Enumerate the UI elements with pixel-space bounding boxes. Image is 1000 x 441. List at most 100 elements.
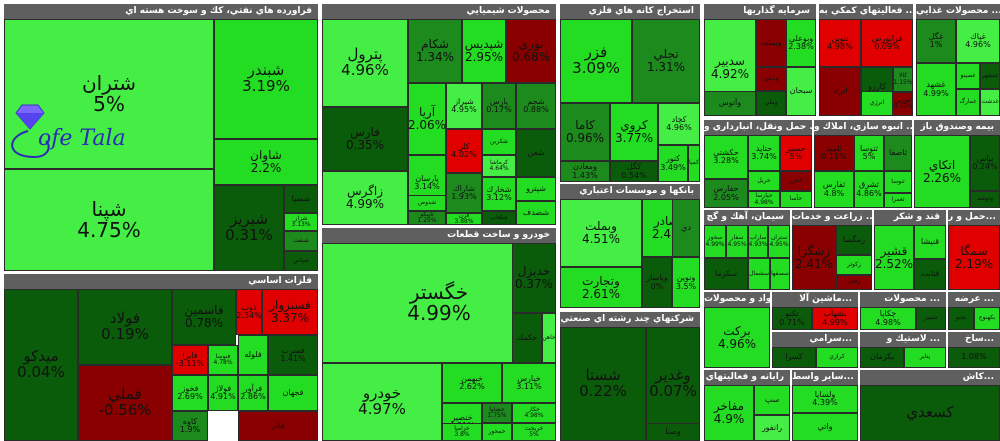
sector-0[interactable]: فراورده هاي نفتي، كك و سوخت هسته اي شتران… (4, 4, 318, 271)
stock-tile[interactable]: حآسا (780, 191, 812, 208)
sector-18[interactable]: ماشين آلا... تكنو 0.71% بشهاب 4.99% (772, 292, 858, 330)
sector-26[interactable]: كاش... كسعدي (860, 370, 1000, 441)
stock-tile[interactable]: شخارك 3.12% (482, 177, 516, 211)
sector-14[interactable]: زراعت و خدمات ...زشگزا2.41%زمگسازكوثرزفج… (792, 210, 872, 290)
stock-tile[interactable]: ثبورس 0.15% (893, 92, 913, 116)
stock-tile[interactable]: سفار 4.95% (726, 225, 748, 258)
stock-tile[interactable]: ستران 4.95% (768, 225, 790, 258)
stock-tile[interactable]: كرماشا 4.64% (482, 155, 516, 177)
sector-25[interactable]: ساير واسط... ولساپا 4.39% واتي (792, 370, 858, 441)
stock-tile[interactable]: بركت 4.96% (704, 307, 770, 368)
stock-tile[interactable]: شصدف (516, 201, 556, 225)
sector-9[interactable]: بانكها و موسسات اعتباري وبملت 4.51% وبصادر 2… (560, 184, 700, 308)
stock-tile[interactable]: تنوين 4.98% (819, 19, 861, 67)
sector-6[interactable]: حمل ونقل، انبارداري و ...حكشتي3.28%حتايد… (704, 120, 812, 208)
stock-tile[interactable]: ونيكي (756, 67, 786, 91)
stock-tile[interactable]: زفجر (836, 275, 872, 290)
stock-tile[interactable]: حفارس 2.05% (704, 179, 748, 208)
stock-tile[interactable]: سپ (754, 385, 790, 415)
stock-tile[interactable]: كروي 3.77% (610, 103, 658, 161)
stock-tile[interactable]: شيراز 4.95% (446, 83, 482, 129)
stock-tile[interactable]: وغدير 0.07% (646, 327, 700, 441)
stock-tile[interactable]: رانفور (754, 415, 790, 441)
stock-tile[interactable]: شلعاب (482, 211, 516, 225)
stock-tile[interactable]: چفيبر (916, 307, 946, 330)
stock-tile[interactable]: وصنا (646, 423, 700, 441)
stock-tile[interactable]: خشاوا 1.75% (482, 403, 512, 423)
stock-tile[interactable]: دي (672, 199, 700, 257)
stock-tile[interactable]: فسرب 1.41% (268, 335, 318, 375)
sector-8[interactable]: بيمه وصندوق باز اتكاي 2.26% بپاس 0.24% وتوشه (914, 120, 1000, 208)
sector-1[interactable]: محصولات شيميايي پترول 4.96% شكام 1.34% شپديس 2… (322, 4, 556, 225)
stock-tile[interactable]: فخوز 2.69% (172, 375, 208, 411)
stock-tile[interactable]: خزامیا 3.8% (442, 423, 482, 441)
stock-tile[interactable]: زاگرس 4.99% (322, 171, 408, 225)
stock-tile[interactable]: خكمك (512, 313, 542, 363)
stock-tile[interactable]: حخزر (780, 171, 812, 191)
stock-tile[interactable]: ميدكو 0.04% (4, 289, 78, 441)
stock-tile[interactable]: وپاسار 0% (642, 257, 672, 308)
stock-tile[interactable]: بجنو (948, 307, 974, 330)
sector-23[interactable]: ساخ... 1.08% (948, 332, 1000, 368)
stock-tile[interactable]: فاسمين 0.78% (172, 289, 236, 345)
sector-11[interactable]: فلزات اساسي فولاد 0.19% ميدكو 0.04% فملي -0.56… (4, 274, 318, 441)
stock-tile[interactable]: سبحان (786, 67, 816, 116)
stock-tile[interactable]: زمگسا (836, 225, 872, 255)
stock-tile[interactable]: فنوسا 4.78% (208, 345, 238, 375)
stock-tile[interactable]: پارس 0.17% (482, 83, 516, 129)
stock-tile[interactable]: واتي (792, 413, 858, 441)
stock-tile[interactable]: شپاس (284, 251, 318, 271)
stock-tile[interactable]: ثاصفا (884, 135, 912, 171)
stock-tile[interactable]: فرآور 2.86% (238, 375, 268, 411)
stock-tile[interactable]: حتايد 3.74% (748, 135, 780, 171)
stock-tile[interactable]: شبريز 0.31% (214, 185, 284, 271)
stock-tile[interactable]: قشير 2.52% (874, 225, 914, 290)
stock-tile[interactable]: فلوله (238, 335, 268, 375)
stock-tile[interactable]: ثعمرا (884, 193, 912, 208)
stock-tile[interactable]: خودرو 4.97% (322, 363, 442, 441)
stock-tile[interactable]: فسبزوار 3.37% (262, 289, 318, 335)
stock-tile[interactable]: سخوز 4.99% (704, 225, 726, 258)
stock-tile[interactable]: 1.08% (948, 347, 1000, 368)
stock-tile[interactable]: غشهد 4.99% (916, 63, 956, 116)
stock-tile[interactable]: بكهنوج (974, 307, 1000, 330)
stock-tile[interactable]: ولساپا 4.39% (792, 385, 858, 413)
stock-tile[interactable]: حسير 5% (780, 135, 812, 171)
stock-tile[interactable]: شنفت (284, 231, 318, 251)
stock-tile[interactable]: ثشرق 4.86% (854, 171, 884, 208)
stock-tile[interactable]: غمارگ (956, 89, 980, 116)
stock-tile[interactable]: كگل 0.54% (610, 161, 658, 182)
stock-tile[interactable]: بشهاب 4.99% (812, 307, 858, 330)
stock-tile[interactable]: وتجارت 2.61% (560, 267, 642, 308)
stock-tile[interactable]: مفاخر 4.9% (704, 385, 754, 441)
stock-tile[interactable]: فايرا -3.11% (172, 345, 208, 375)
stock-tile[interactable]: فجهان (268, 375, 318, 411)
stock-tile[interactable]: اترك (819, 67, 861, 116)
stock-tile[interactable]: قثابت (914, 259, 946, 290)
stock-tile[interactable]: فملي -0.56% (78, 365, 172, 441)
stock-tile[interactable]: كنور 3.49% (658, 145, 688, 182)
stock-tile[interactable]: شفن (516, 129, 556, 177)
stock-tile[interactable]: خبهمن 2.62% (442, 363, 502, 403)
stock-tile[interactable]: زشگزا 2.41% (792, 225, 836, 290)
stock-tile[interactable]: وتوشه (970, 191, 1000, 208)
stock-tile[interactable]: غگل 1% (916, 19, 956, 63)
stock-tile[interactable]: وآتوس (704, 91, 756, 116)
sector-24[interactable]: رايانه و فعاليتهاي مفاخر 4.9% سپ رانفور (704, 370, 790, 441)
stock-tile[interactable]: ونوين 3.5% (672, 257, 700, 308)
stock-tile[interactable]: ومعادن 1.43% (560, 161, 610, 182)
stock-tile[interactable]: شپديس 2.95% (462, 19, 506, 83)
stock-tile[interactable]: فرن 3.88% (446, 213, 482, 225)
stock-tile[interactable]: سشمال (748, 258, 770, 290)
sector-20[interactable]: عرضه ... بجنو بكهنوج (948, 292, 1000, 330)
stock-tile[interactable]: غدشت (980, 89, 1000, 116)
sector-7[interactable]: انبوه سازي، املاك و ...ثتوسا5%ثاميد0.11%… (814, 120, 912, 208)
stock-tile[interactable]: شتران 5% (4, 19, 214, 169)
stock-tile[interactable]: نوري 0.68% (506, 19, 556, 83)
sector-10[interactable]: خودرو و ساخت قطعات خگستر 4.99% خديزل 0.37% خو… (322, 228, 556, 441)
stock-tile[interactable]: پكرمان (860, 347, 904, 368)
stock-tile[interactable]: شكام 1.34% (408, 19, 462, 83)
sector-3[interactable]: سرمايه گذاريها سدبير 4.92% وبملت وبوعلي 2.38%… (704, 4, 816, 116)
stock-tile[interactable]: خمحور (482, 423, 512, 441)
